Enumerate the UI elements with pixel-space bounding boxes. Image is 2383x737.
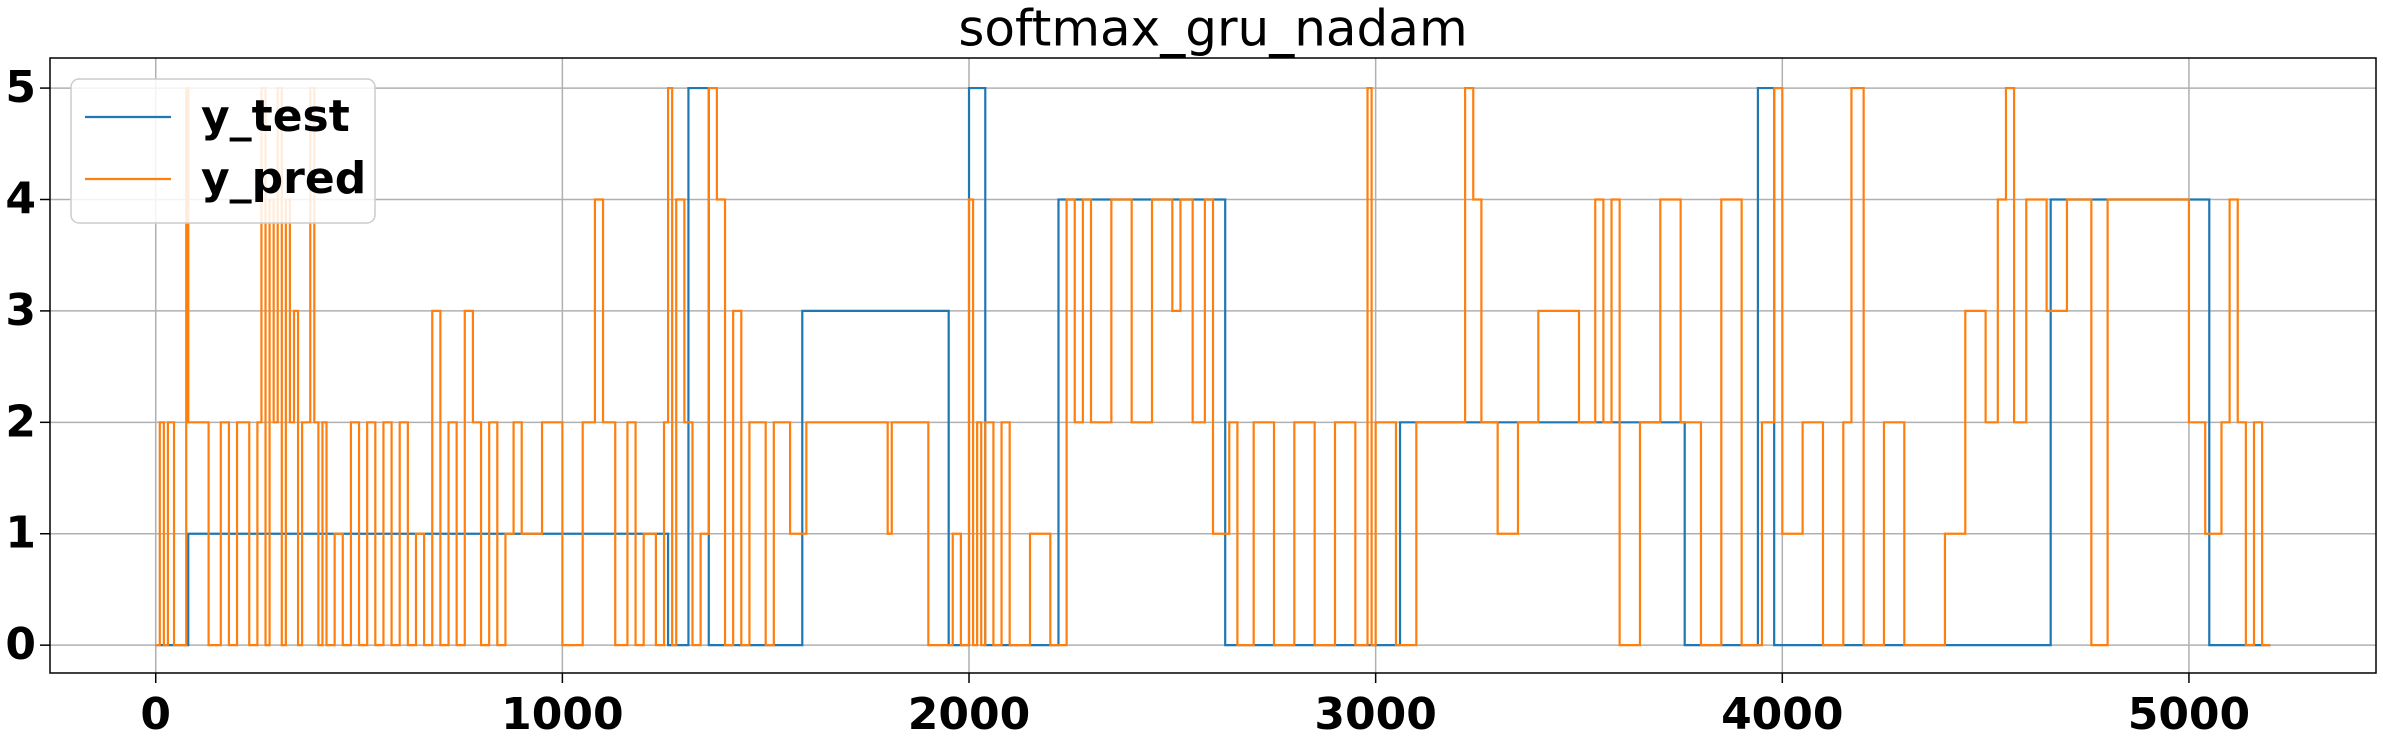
legend-label: y_pred xyxy=(201,153,366,204)
x-tick-label: 0 xyxy=(140,689,171,737)
x-tick-label: 4000 xyxy=(1721,689,1843,737)
plot-frame xyxy=(49,57,2377,674)
x-tick-label: 3000 xyxy=(1314,689,1436,737)
y-tick-label: 3 xyxy=(5,285,36,336)
y-tick-label: 0 xyxy=(5,619,36,670)
chart-title: softmax_gru_nadam xyxy=(958,0,1467,58)
x-tick-label: 1000 xyxy=(501,689,623,737)
x-tick-label: 5000 xyxy=(2128,689,2250,737)
y-tick-label: 2 xyxy=(5,396,36,447)
x-tick-label: 2000 xyxy=(908,689,1030,737)
legend-box xyxy=(70,78,376,224)
legend: y_test y_pred xyxy=(70,78,376,224)
y-tick-label: 4 xyxy=(5,173,36,224)
y-tick-label: 5 xyxy=(5,62,36,113)
series-line xyxy=(155,86,2271,647)
legend-label: y_test xyxy=(201,91,350,142)
y-tick-label: 1 xyxy=(5,508,36,559)
